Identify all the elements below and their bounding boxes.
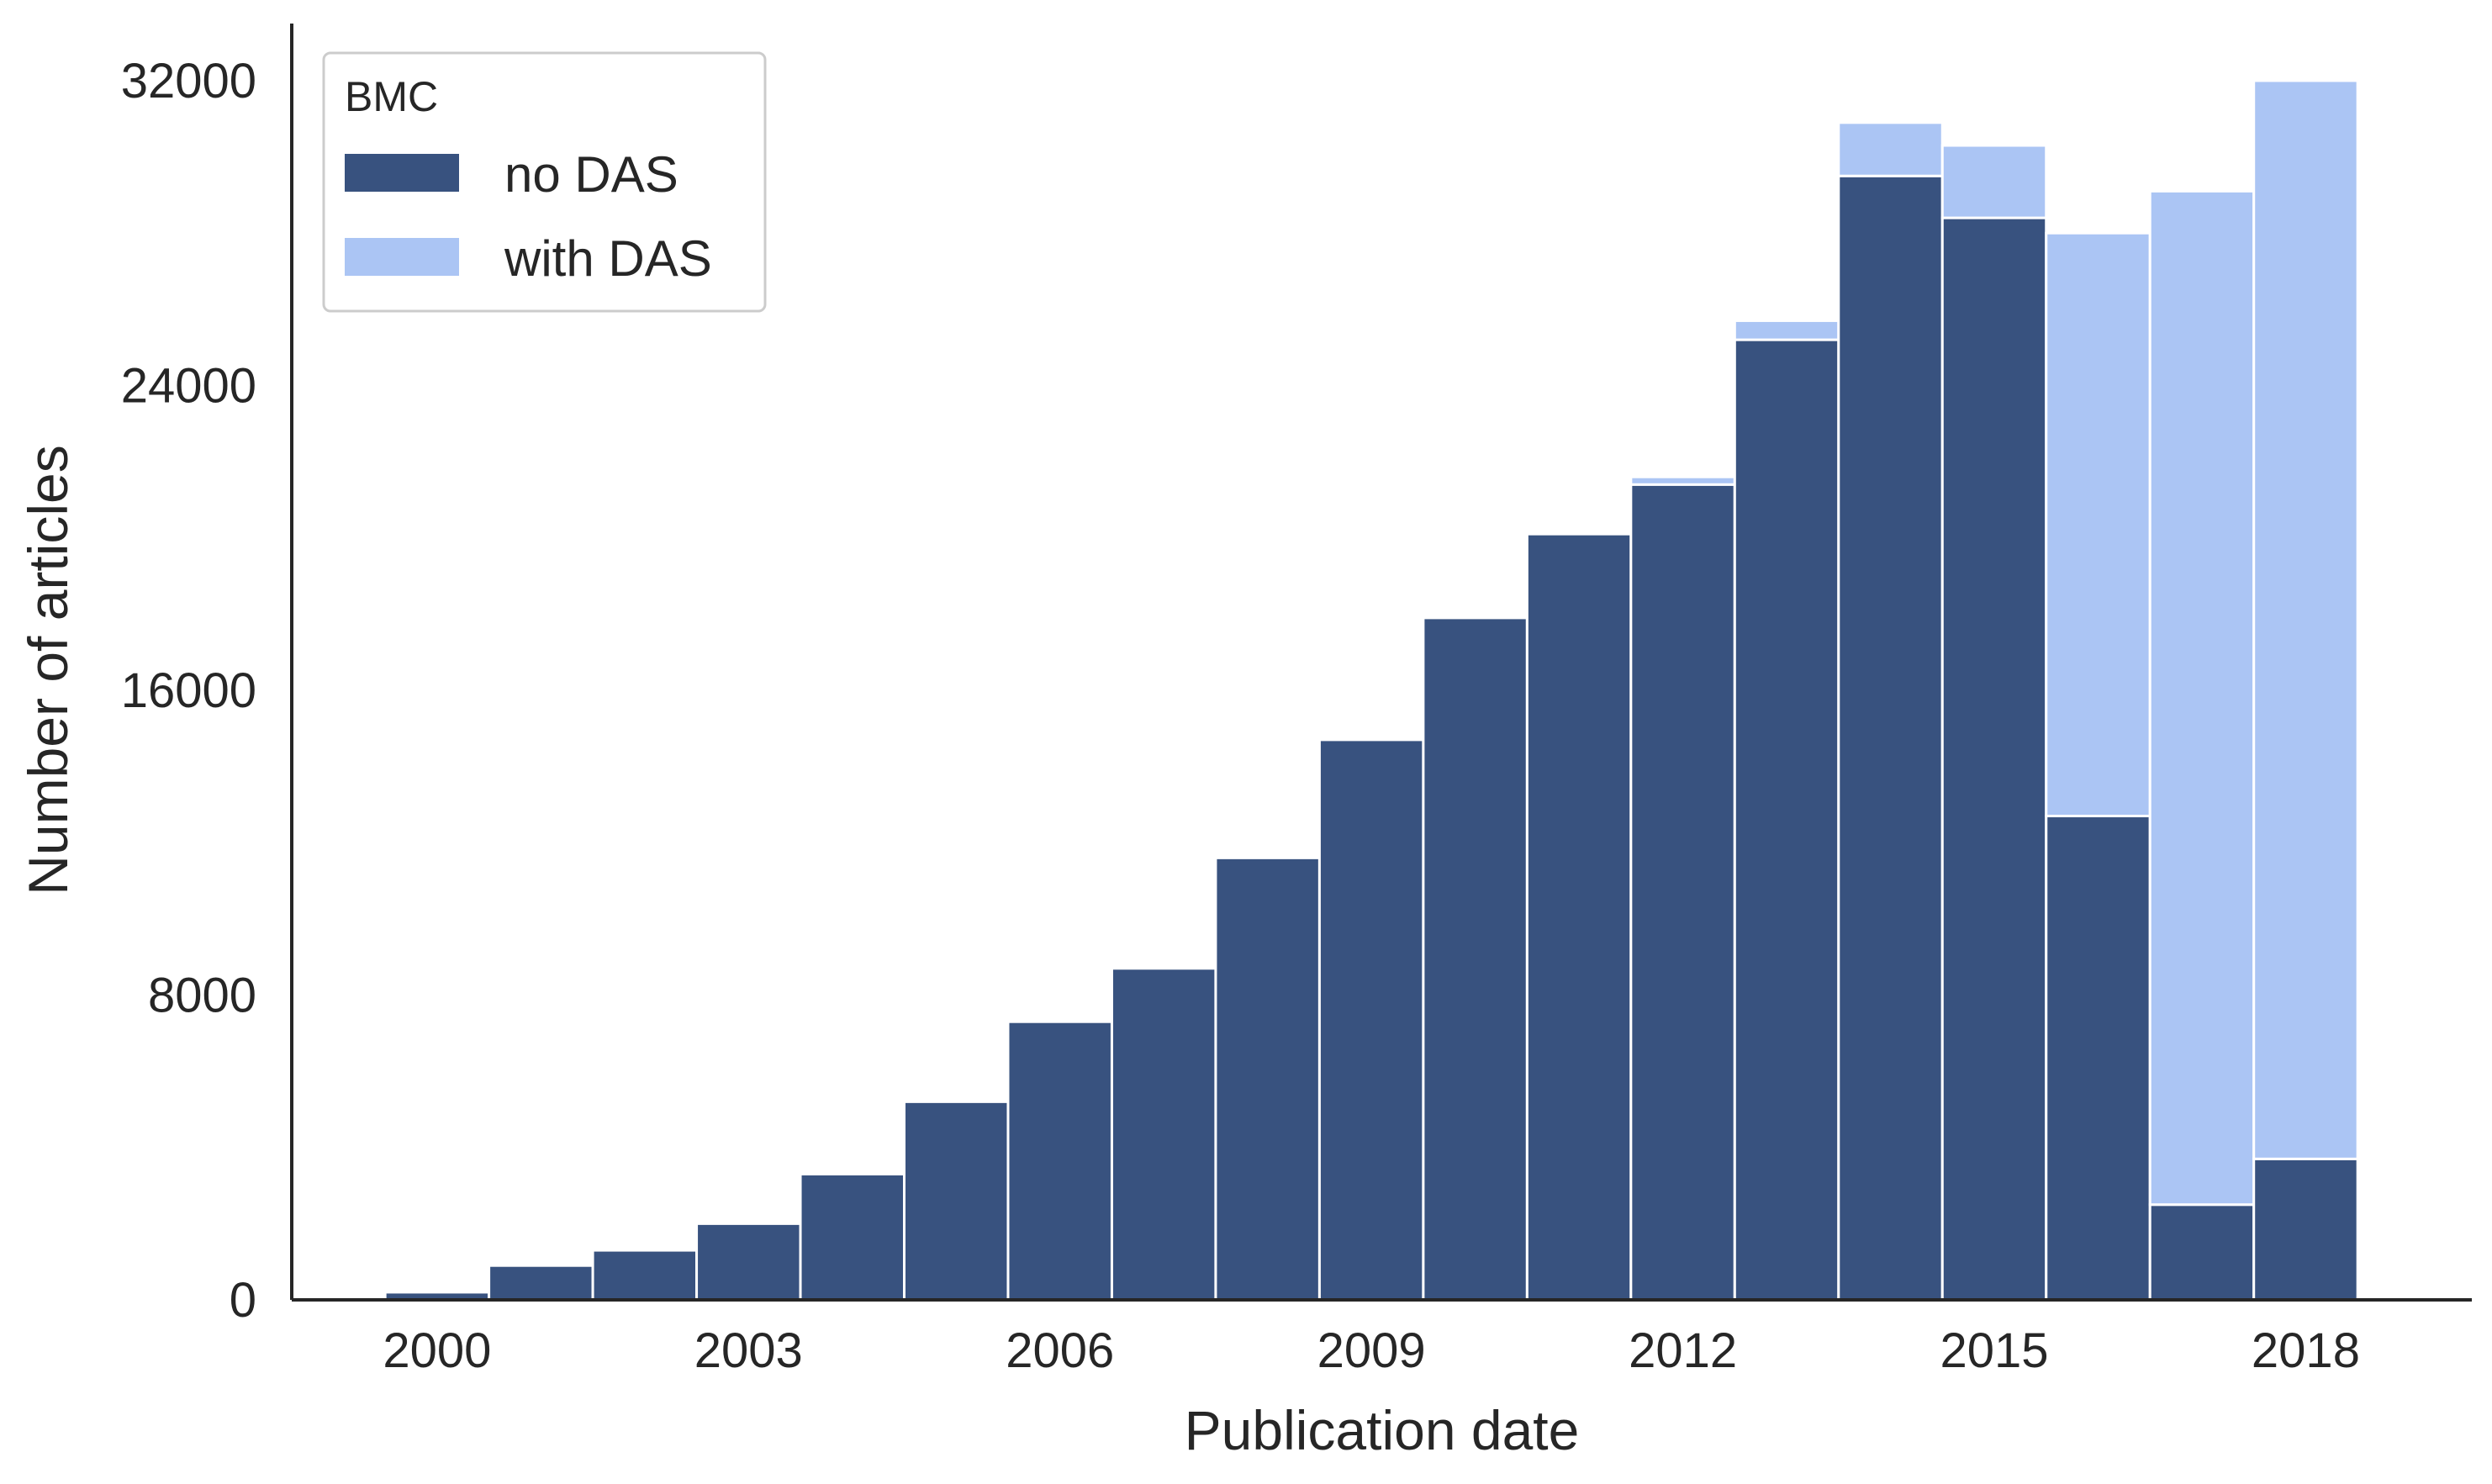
bar-with-das-2012: [1629, 475, 1736, 486]
y-tick-label-0: 0: [230, 1273, 256, 1328]
bar-no-das-2006: [1006, 1020, 1113, 1302]
y-tick-label-8000: 8000: [148, 968, 256, 1022]
bar-no-das-2011: [1525, 532, 1633, 1302]
legend-label-no-das: no DAS: [504, 146, 678, 203]
bar-with-das-2016: [2045, 231, 2151, 818]
bar-no-das-2009: [1317, 738, 1425, 1302]
y-tick-label-16000: 16000: [121, 663, 256, 718]
x-tick-label-2009: 2009: [1317, 1323, 1426, 1378]
bar-no-das-2004: [799, 1172, 906, 1302]
bar-no-das-2012: [1629, 483, 1736, 1302]
bars-layer: [383, 79, 2359, 1302]
bar-no-das-2002: [591, 1249, 699, 1302]
legend-swatch-no-das: [345, 154, 459, 192]
legend: BMC no DAS with DAS: [322, 51, 767, 313]
bar-no-das-2016: [2045, 815, 2151, 1302]
bar-no-das-2005: [903, 1100, 1010, 1302]
bar-no-das-2001: [488, 1264, 594, 1302]
bar-with-das-2018: [2252, 79, 2359, 1160]
legend-label-with-das: with DAS: [504, 230, 712, 287]
bar-no-das-2008: [1214, 856, 1321, 1302]
y-tick-label-32000: 32000: [121, 54, 256, 108]
bar-with-das-2014: [1837, 121, 1944, 177]
bar-with-das-2013: [1733, 319, 1840, 341]
bar-no-das-2007: [1110, 967, 1217, 1302]
bar-no-das-2014: [1837, 174, 1944, 1302]
x-tick-label-2000: 2000: [383, 1323, 491, 1378]
y-axis-ticks: 0 8000 16000 24000 32000: [121, 54, 256, 1328]
x-tick-label-2012: 2012: [1629, 1323, 1737, 1378]
x-axis-title: Publication date: [1185, 1399, 1580, 1461]
y-axis-title: Number of articles: [17, 445, 79, 895]
x-tick-label-2018: 2018: [2252, 1323, 2360, 1378]
bar-no-das-2015: [1940, 216, 2048, 1302]
bar-with-das-2015: [1940, 144, 2048, 219]
y-tick-label-24000: 24000: [121, 358, 256, 413]
legend-swatch-with-das: [345, 238, 459, 276]
bar-with-das-2017: [2148, 189, 2256, 1207]
x-tick-label-2015: 2015: [1940, 1323, 2048, 1378]
bar-no-das-2018: [2252, 1157, 2359, 1302]
x-tick-label-2003: 2003: [694, 1323, 803, 1378]
bar-no-das-2003: [695, 1222, 802, 1302]
legend-title: BMC: [345, 73, 438, 120]
bar-no-das-2010: [1422, 616, 1528, 1302]
bar-no-das-2017: [2148, 1203, 2256, 1302]
x-tick-label-2006: 2006: [1006, 1323, 1114, 1378]
x-axis-ticks: 2000 2003 2006 2009 2012 2015 2018: [383, 1323, 2360, 1378]
bar-no-das-2013: [1733, 338, 1840, 1302]
